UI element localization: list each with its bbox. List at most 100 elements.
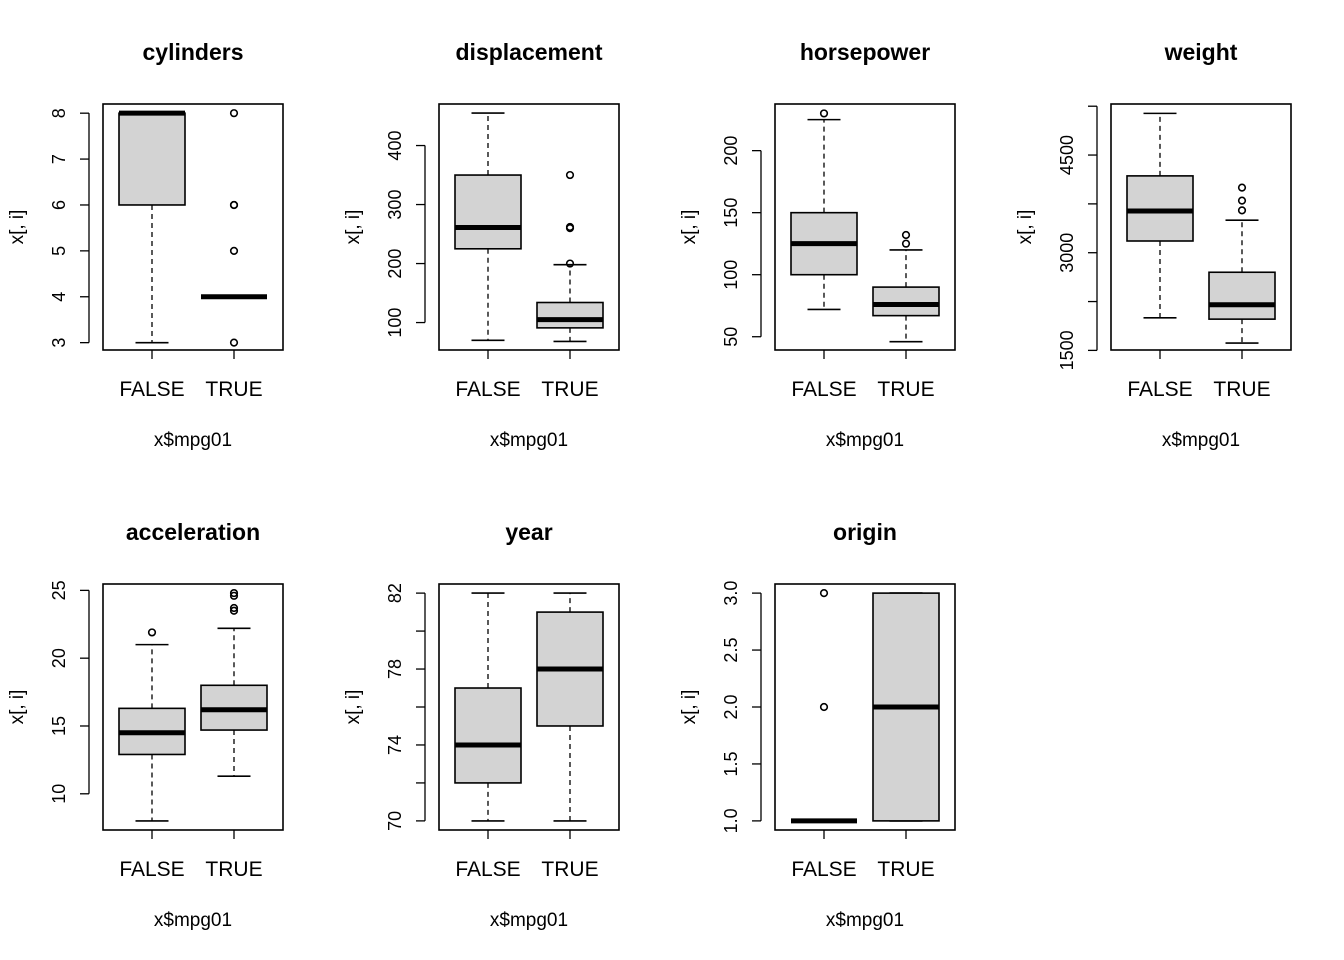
outlier-point xyxy=(1237,196,1247,205)
chart-title: horsepower xyxy=(800,39,930,65)
outlier-point xyxy=(819,589,829,598)
outlier-point xyxy=(229,200,239,210)
y-tick-label: 3.0 xyxy=(721,581,741,606)
x-tick-label: FALSE xyxy=(119,378,184,401)
y-tick-label: 20 xyxy=(49,648,69,668)
x-axis-label: x$mpg01 xyxy=(154,910,232,931)
chart-title: weight xyxy=(1164,39,1238,65)
chart-panel-cylinders: cylinders 3 4 5 6 7 8 x[, i] x$mpg01 FALSE TRUE xyxy=(7,39,284,451)
outlier-point xyxy=(901,239,911,248)
chart-title: displacement xyxy=(456,39,603,65)
y-tick-label: 4500 xyxy=(1057,135,1077,175)
y-axis-label: x[, i] xyxy=(343,690,364,725)
box-false: FALSE xyxy=(118,628,186,881)
y-tick-label: 7 xyxy=(49,154,69,164)
chart-panel-year: year 70 74 78 82 x[, i] x$mpg01 FALSE TRUE xyxy=(343,519,620,931)
iqr-box xyxy=(872,286,940,317)
y-axis-label: x[, i] xyxy=(679,210,700,245)
y-tick-label: 3000 xyxy=(1057,233,1077,273)
x-tick-label: TRUE xyxy=(541,858,598,881)
chart-title: acceleration xyxy=(126,519,260,545)
outlier-point xyxy=(229,246,239,255)
y-tick-label: 100 xyxy=(385,308,405,338)
y-tick-label: 78 xyxy=(385,659,405,679)
y-axis-label: x[, i] xyxy=(1015,210,1036,245)
x-tick-label: TRUE xyxy=(1213,378,1270,401)
box-false: FALSE xyxy=(454,592,522,881)
y-tick-label: 300 xyxy=(385,190,405,220)
x-tick-label: FALSE xyxy=(455,858,520,881)
y-tick-label: 1.0 xyxy=(721,808,741,833)
y-tick-label: 70 xyxy=(385,811,405,831)
y-tick-label: 3 xyxy=(49,338,69,348)
y-axis-label: x[, i] xyxy=(679,690,700,725)
outlier-point xyxy=(819,702,829,712)
chart-title: year xyxy=(505,519,552,545)
box-true: TRUE xyxy=(536,592,604,881)
box-false: FALSE xyxy=(454,112,522,401)
outlier-point xyxy=(819,109,829,118)
outlier-point xyxy=(229,606,239,615)
y-tick-label: 1.5 xyxy=(721,751,741,776)
y-tick-label: 150 xyxy=(721,198,741,228)
y-tick-label: 4 xyxy=(49,292,69,302)
outlier-point xyxy=(565,170,575,180)
x-tick-label: TRUE xyxy=(205,378,262,401)
outlier-point xyxy=(147,628,157,637)
box-false: FALSE xyxy=(791,589,857,881)
plot-frame xyxy=(102,583,284,831)
x-axis-label: x$mpg01 xyxy=(490,910,568,931)
box-true: TRUE xyxy=(200,588,268,881)
box-true: TRUE xyxy=(536,170,604,401)
y-tick-label: 8 xyxy=(49,108,69,118)
outlier-point xyxy=(1237,183,1247,192)
y-tick-label: 15 xyxy=(49,716,69,736)
chart-panel-acceleration: acceleration 10 15 20 25 x[, i] x$mpg01 FALSE TR… xyxy=(7,519,284,931)
y-tick-label: 200 xyxy=(385,249,405,279)
outlier-point xyxy=(229,109,239,118)
outlier-point xyxy=(1237,206,1247,215)
iqr-box xyxy=(1126,175,1194,242)
y-tick-label: 74 xyxy=(385,735,405,755)
y-tick-label: 2.5 xyxy=(721,638,741,663)
x-axis-label: x$mpg01 xyxy=(1162,430,1240,451)
x-tick-label: FALSE xyxy=(455,378,520,401)
y-tick-label: 25 xyxy=(49,580,69,600)
plot-frame xyxy=(774,103,956,351)
outlier-point xyxy=(229,591,239,600)
outlier-point xyxy=(901,230,911,240)
outlier-point xyxy=(565,224,575,233)
plot-frame xyxy=(438,583,620,831)
chart-panel-origin: origin 1.0 1.5 2.0 2.5 3.0 x[, i] x$mpg01 FALSE T… xyxy=(679,519,956,931)
chart-panel-weight: weight 1500 3000 4500 x[, i] x$mpg01 FALSE TRUE xyxy=(1015,39,1292,451)
chart-title: origin xyxy=(833,519,897,545)
outlier-point xyxy=(229,338,239,347)
iqr-box xyxy=(1208,271,1276,320)
plot-frame xyxy=(102,103,284,351)
chart-panel-horsepower: horsepower 50 100 150 200 x[, i] x$mpg01 FALSE T… xyxy=(679,39,956,451)
chart-title: cylinders xyxy=(143,39,244,65)
plot-frame xyxy=(438,103,620,351)
y-axis-label: x[, i] xyxy=(343,210,364,245)
box-true: TRUE xyxy=(1208,183,1276,401)
box-false: FALSE xyxy=(118,110,186,401)
x-tick-label: TRUE xyxy=(205,858,262,881)
y-tick-label: 82 xyxy=(385,583,405,603)
y-tick-label: 10 xyxy=(49,784,69,804)
y-tick-label: 100 xyxy=(721,260,741,290)
x-axis-label: x$mpg01 xyxy=(826,910,904,931)
y-tick-label: 200 xyxy=(721,136,741,166)
chart-panel-displacement: displacement 100 200 300 400 x[, i] x$mpg01 FAL… xyxy=(343,39,620,451)
iqr-box xyxy=(454,687,522,784)
x-axis-label: x$mpg01 xyxy=(826,430,904,451)
box-false: FALSE xyxy=(1126,112,1194,401)
y-tick-label: 5 xyxy=(49,246,69,256)
iqr-box xyxy=(454,174,522,250)
x-tick-label: FALSE xyxy=(791,858,856,881)
x-tick-label: TRUE xyxy=(541,378,598,401)
y-axis-label: x[, i] xyxy=(7,690,28,725)
y-tick-label: 400 xyxy=(385,131,405,161)
box-false: FALSE xyxy=(790,109,858,401)
outlier-point xyxy=(229,603,239,613)
